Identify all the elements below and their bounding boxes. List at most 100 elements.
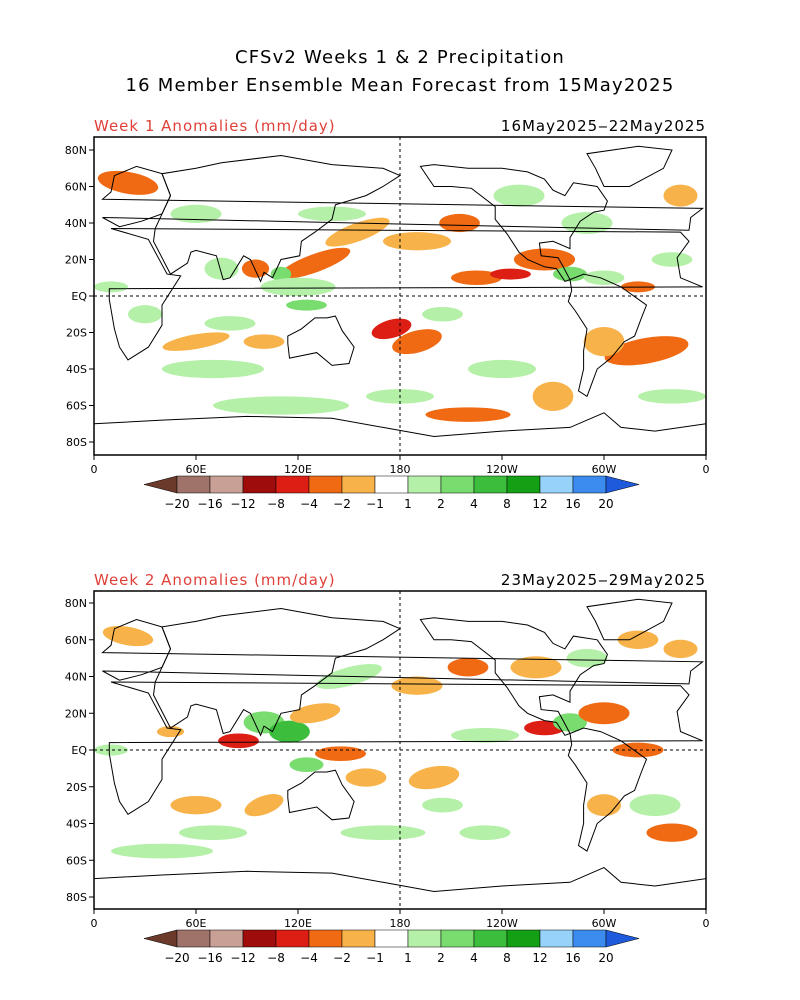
anomaly-region: [371, 318, 412, 340]
colorbar-label: 4: [470, 951, 478, 965]
map-panel-week2: 80N 60N 40N 20N EQ 20S 40S 60S 80S 0 60E 120E 180 120…: [65, 590, 710, 930]
anomaly-region: [170, 204, 222, 223]
anomaly-region: [561, 212, 613, 234]
coastline: [586, 145, 673, 187]
panel2-dates: 23May2025‒29May2025: [500, 571, 706, 589]
anomaly-region: [102, 626, 154, 647]
colorbar-swatch: [308, 475, 343, 494]
colorbar-label: −4: [300, 497, 318, 511]
panel2-label: Week 2 Anomalies (mm/day): [94, 571, 336, 589]
colorbar-swatch: [506, 929, 541, 948]
colorbar-arrow-left: [143, 929, 178, 948]
lon-tick-label: 0: [91, 917, 98, 930]
colorbar-swatch: [374, 929, 409, 948]
anomaly-region: [94, 281, 128, 293]
anomaly-region: [162, 359, 264, 379]
lat-tick-label: 60S: [66, 854, 87, 867]
colorbar-swatch: [341, 475, 376, 494]
anomaly-region: [243, 334, 285, 349]
anomaly-region: [513, 248, 576, 271]
coastline: [287, 769, 355, 821]
colorbar-label: −1: [366, 497, 384, 511]
coastline: [419, 617, 608, 736]
lon-tick-label: 120E: [284, 463, 312, 476]
colorbar-label: −2: [333, 497, 351, 511]
colorbar-swatch: [440, 929, 475, 948]
anomaly-region: [587, 794, 621, 817]
anomaly-region: [286, 299, 327, 311]
anomaly-region: [218, 733, 259, 749]
colorbar-swatch: [374, 475, 409, 494]
colorbar-label: 20: [598, 951, 613, 965]
colorbar-swatch: [539, 475, 574, 494]
anomaly-region: [459, 825, 511, 841]
colorbar-label: 1: [404, 951, 412, 965]
coastlines: [94, 145, 706, 455]
anomaly-region: [617, 630, 659, 649]
colorbar-label: 16: [565, 951, 580, 965]
anomaly-region: [604, 336, 689, 366]
colorbar-label: 20: [598, 497, 613, 511]
coastline: [567, 727, 648, 852]
colorbar-swatch: [275, 929, 310, 948]
anomaly-region: [241, 259, 270, 278]
lon-tick-label: 60E: [186, 463, 207, 476]
lat-tick-label: EQ: [71, 744, 87, 757]
colorbar-label: 1: [404, 497, 412, 511]
lat-tick-label: EQ: [71, 290, 87, 303]
anomaly-region: [629, 794, 681, 817]
coastline: [419, 164, 608, 283]
lat-tick-label: 40S: [66, 363, 87, 376]
coastline: [152, 607, 402, 737]
anomaly-region: [111, 843, 213, 859]
colorbar-label: 4: [470, 497, 478, 511]
anomaly-region: [128, 305, 162, 324]
anomaly-region: [663, 639, 698, 659]
colorbar-swatch: [407, 475, 442, 494]
anomaly-region: [244, 794, 284, 817]
colorbar-swatch: [473, 929, 508, 948]
anomaly-region: [447, 658, 489, 677]
lat-tick-label: 60N: [65, 181, 87, 194]
anomaly-region: [391, 676, 443, 695]
coastline: [567, 273, 648, 398]
anomaly-region: [553, 266, 587, 282]
lon-tick-label: 0: [703, 463, 710, 476]
coastline: [101, 165, 705, 231]
anomaly-region: [490, 268, 531, 280]
anomaly-region: [204, 257, 239, 280]
panel1-dates: 16May2025‒22May2025: [500, 117, 706, 135]
lat-tick-label: 20S: [66, 781, 87, 794]
lat-tick-label: 80N: [65, 597, 87, 610]
anomaly-region: [179, 825, 247, 841]
colorbar-swatch: [440, 475, 475, 494]
colorbar-swatch: [176, 929, 211, 948]
colorbar-swatch: [242, 929, 277, 948]
colorbar-label: −8: [267, 951, 285, 965]
anomaly-region: [425, 407, 511, 422]
anomaly-region: [468, 359, 536, 379]
lat-tick-label: 80N: [65, 144, 87, 157]
anomaly-region: [422, 306, 463, 322]
anomaly-region: [383, 232, 451, 251]
lon-tick-label: 120W: [486, 463, 518, 476]
colorbar-arrow-left: [143, 475, 178, 494]
lon-tick-label: 180: [390, 917, 411, 930]
colorbar-label: −2: [333, 951, 351, 965]
coastlines: [94, 598, 706, 909]
lat-tick-label: 40N: [65, 671, 87, 684]
colorbar-label: 12: [532, 951, 547, 965]
coastline: [94, 412, 706, 455]
anomaly-region: [279, 247, 351, 279]
colorbar-label: −8: [267, 497, 285, 511]
lat-tick-label: 20S: [66, 327, 87, 340]
colorbar-swatch: [572, 475, 607, 494]
anomaly-region: [289, 757, 324, 773]
colorbar-label: −1: [366, 951, 384, 965]
anomaly-region: [408, 765, 460, 790]
colorbar-label: −4: [300, 951, 318, 965]
anomaly-region: [315, 746, 366, 762]
colorbar-swatch: [308, 929, 343, 948]
colorbar-label: 8: [503, 951, 511, 965]
